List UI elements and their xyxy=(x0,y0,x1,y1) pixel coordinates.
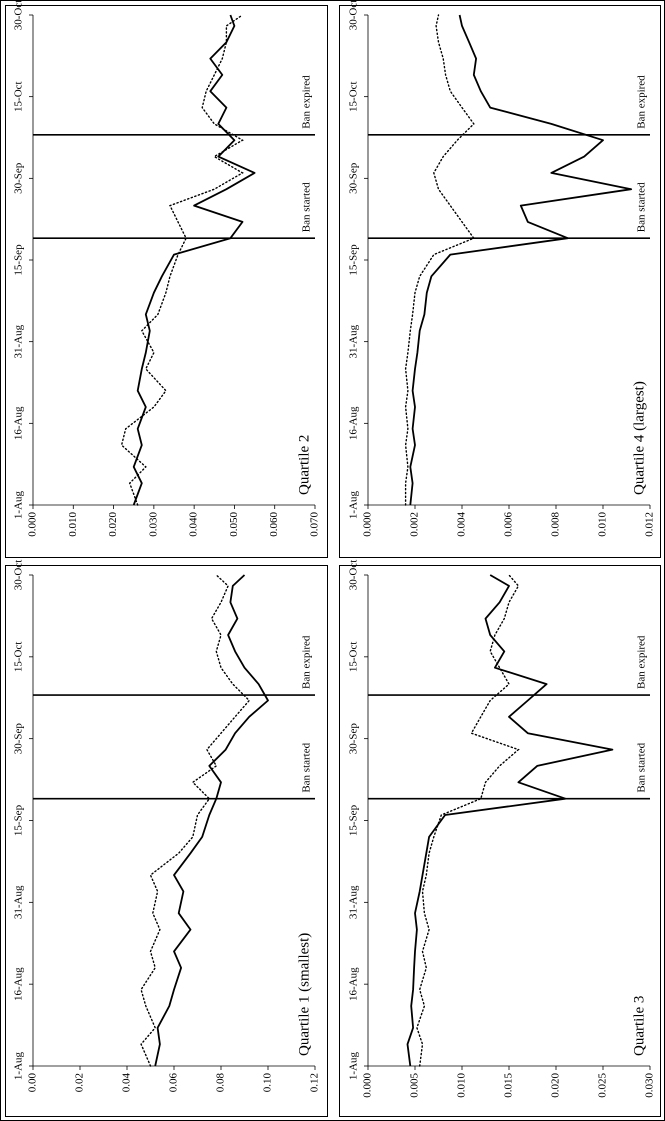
panel-title: Quartile 1 (smallest) xyxy=(296,933,312,1056)
event-label: Ban expired xyxy=(301,635,313,689)
date-tick-label: 31-Aug xyxy=(13,324,25,358)
date-tick-label: 15-Sep xyxy=(348,244,360,276)
panel-border xyxy=(5,5,328,558)
panel-title: Quartile 2 xyxy=(296,435,312,495)
panel-border xyxy=(5,565,328,1117)
value-tick-label: 0.008 xyxy=(550,512,562,537)
series-dotted-line xyxy=(120,14,244,506)
value-tick-label: 0.015 xyxy=(503,1073,515,1098)
event-label: Ban started xyxy=(636,742,648,792)
value-tick-label: 0.02 xyxy=(74,1073,86,1092)
value-tick-label: 0.012 xyxy=(644,512,656,537)
date-tick-label: 1-Aug xyxy=(348,1051,360,1080)
value-tick-label: 0.020 xyxy=(550,1073,562,1098)
value-tick-label: 0.06 xyxy=(168,1073,180,1093)
value-tick-label: 0.000 xyxy=(27,512,39,537)
value-tick-label: 0.04 xyxy=(121,1073,133,1093)
date-tick-label: 30-Sep xyxy=(13,723,25,755)
value-tick-label: 0.000 xyxy=(362,512,374,537)
date-tick-label: 16-Aug xyxy=(348,406,360,440)
date-tick-label: 16-Aug xyxy=(13,406,25,440)
date-tick-label: 15-Oct xyxy=(348,642,360,673)
series-dotted-line xyxy=(404,14,475,506)
date-tick-label: 15-Oct xyxy=(13,81,25,112)
value-tick-label: 0.020 xyxy=(107,512,119,537)
date-tick-label: 15-Oct xyxy=(13,642,25,673)
value-tick-label: 0.000 xyxy=(362,1073,374,1098)
panel-title: Quartile 3 xyxy=(631,996,647,1056)
panel-border xyxy=(339,565,661,1117)
quartile-panel-4: 0.000 0.002 0.004 0.006 0.008 0.010 0.012 1-Aug… xyxy=(339,0,661,558)
date-tick-label: 1-Aug xyxy=(13,490,25,519)
date-tick-label: 30-Sep xyxy=(348,162,360,194)
value-tick-label: 0.040 xyxy=(188,512,200,537)
value-tick-label: 0.010 xyxy=(456,1073,468,1098)
date-tick-label: 15-Sep xyxy=(13,804,25,836)
value-tick-label: 0.006 xyxy=(503,512,515,537)
value-tick-label: 0.12 xyxy=(309,1073,321,1092)
date-tick-label: 15-Sep xyxy=(348,804,360,836)
series-solid-line xyxy=(132,14,256,506)
date-tick-label: 30-Oct xyxy=(13,560,25,591)
panel-title: Quartile 4 (largest) xyxy=(631,381,647,495)
date-tick-label: 31-Aug xyxy=(348,324,360,358)
series-solid-line xyxy=(409,14,633,506)
value-tick-label: 0.002 xyxy=(409,512,421,537)
series-dotted-line xyxy=(140,574,251,1067)
value-tick-label: 0.010 xyxy=(67,512,79,537)
quartile-panel-3: 0.000 0.005 0.010 0.015 0.020 0.025 0.030 1-Aug… xyxy=(339,560,661,1117)
event-label: Ban started xyxy=(301,742,313,792)
series-solid-line xyxy=(406,574,614,1067)
value-tick-label: 0.050 xyxy=(228,512,240,537)
date-tick-label: 15-Oct xyxy=(348,81,360,112)
value-tick-label: 0.070 xyxy=(309,512,321,537)
value-tick-label: 0.060 xyxy=(268,512,280,537)
value-tick-label: 0.08 xyxy=(215,1073,227,1093)
quartile-panel-1: 0.00 0.02 0.04 0.06 0.08 0.10 0.12 1-Aug 16-Aug 3… xyxy=(5,560,328,1117)
value-tick-label: 0.030 xyxy=(644,1073,656,1098)
value-tick-label: 0.005 xyxy=(409,1073,421,1098)
series-solid-line xyxy=(154,574,269,1067)
date-tick-label: 31-Aug xyxy=(13,885,25,919)
date-tick-label: 16-Aug xyxy=(348,967,360,1001)
event-label: Ban started xyxy=(636,182,648,232)
date-tick-label: 15-Sep xyxy=(13,244,25,276)
value-tick-label: 0.00 xyxy=(27,1073,39,1093)
date-tick-label: 30-Oct xyxy=(348,0,360,30)
series-dotted-line xyxy=(416,574,520,1067)
date-tick-label: 31-Aug xyxy=(348,885,360,919)
date-tick-label: 1-Aug xyxy=(13,1051,25,1080)
value-tick-label: 0.010 xyxy=(597,512,609,537)
value-tick-label: 0.10 xyxy=(262,1073,274,1093)
event-label: Ban expired xyxy=(301,75,313,129)
quartile-panel-2: 0.000 0.010 0.020 0.030 0.040 0.050 0.060 0.070… xyxy=(5,0,328,558)
event-label: Ban expired xyxy=(636,75,648,129)
date-tick-label: 30-Sep xyxy=(13,162,25,194)
panel-border xyxy=(339,5,661,558)
date-tick-label: 30-Oct xyxy=(13,0,25,30)
value-tick-label: 0.030 xyxy=(147,512,159,537)
event-label: Ban started xyxy=(301,182,313,232)
date-tick-label: 1-Aug xyxy=(348,490,360,519)
value-tick-label: 0.025 xyxy=(597,1073,609,1098)
date-tick-label: 30-Sep xyxy=(348,723,360,755)
date-tick-label: 16-Aug xyxy=(13,967,25,1001)
value-tick-label: 0.004 xyxy=(456,512,468,537)
event-label: Ban expired xyxy=(636,635,648,689)
date-tick-label: 30-Oct xyxy=(348,560,360,591)
